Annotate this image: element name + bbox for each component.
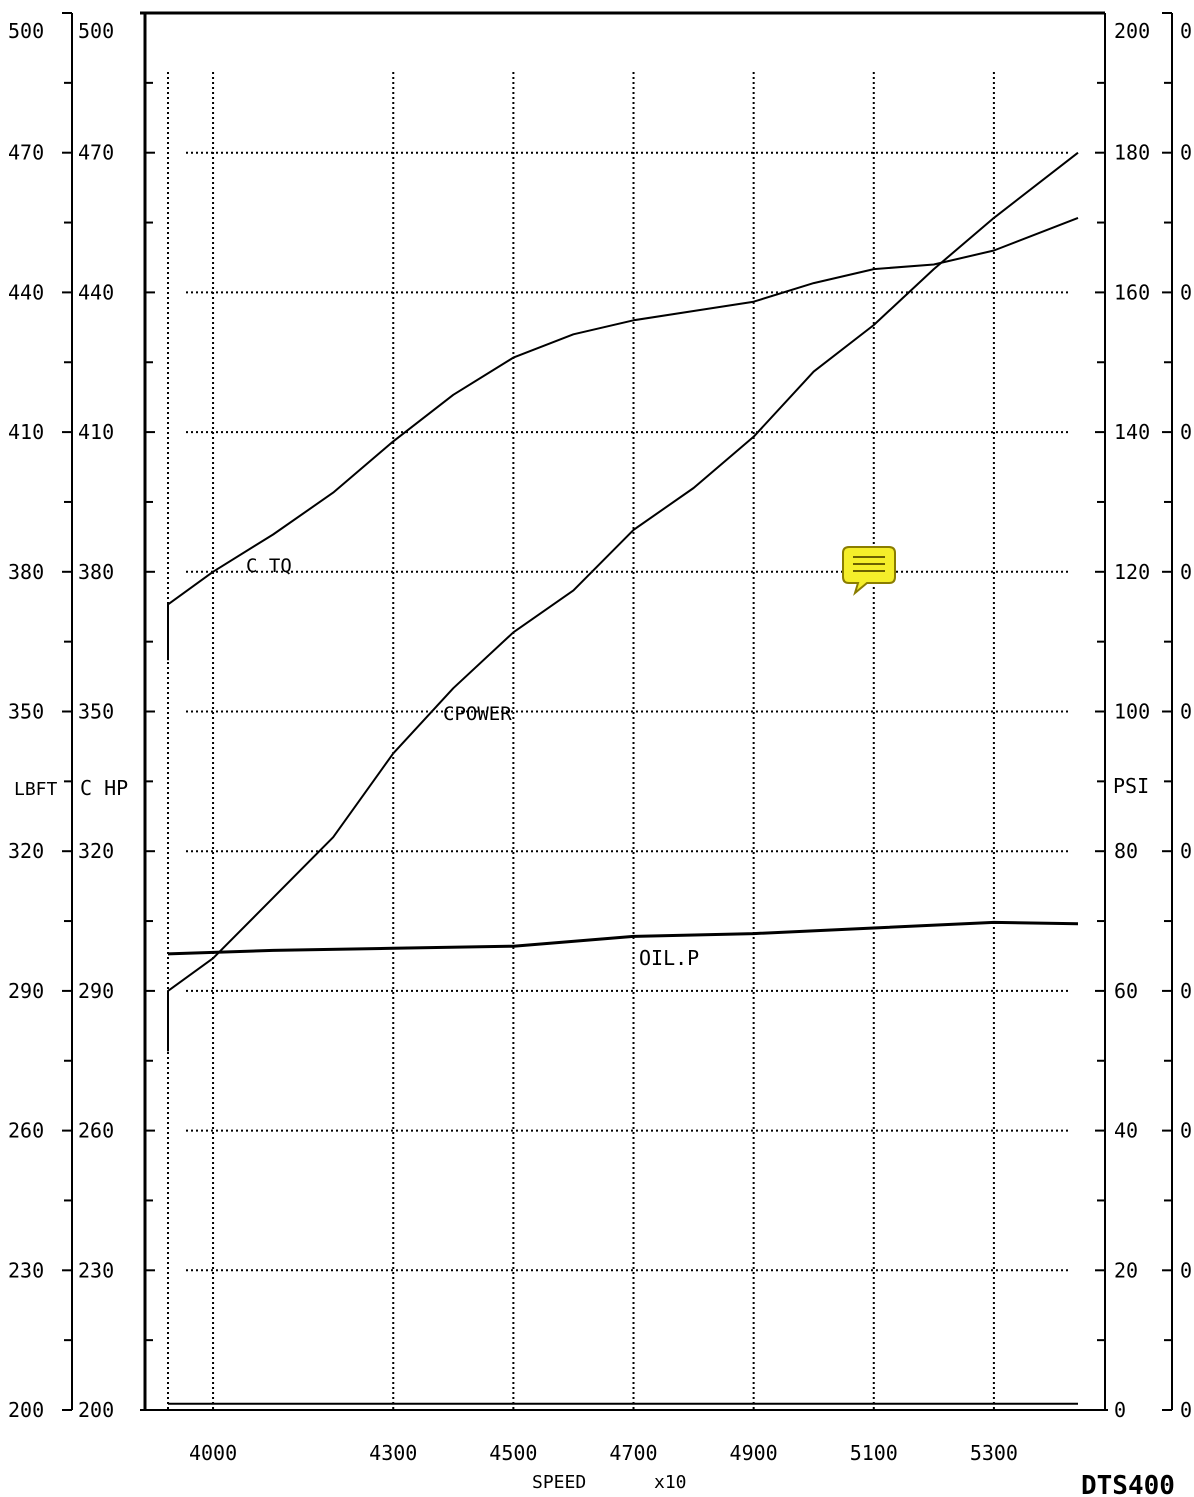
axis-ticks [62,12,1172,1411]
y-tick-label-right-2: 0 [1180,560,1192,584]
y-tick-label-right-1: 100 [1114,700,1150,724]
y-tick-label-right-2: 0 [1180,19,1192,43]
x-tick-label: 4300 [369,1441,417,1465]
y-tick-label-left-1: 380 [8,560,44,584]
series-cpower [167,151,1079,1052]
y-tick-label-right-2: 0 [1180,700,1192,724]
series-oil-p [167,920,1079,956]
y-tick-label-right-1: 40 [1114,1119,1138,1143]
y-tick-label-right-2: 0 [1180,979,1192,1003]
grid-lines [167,72,1070,1410]
axis-labels: 5004704404103803503202902602302005004704… [8,19,1192,1465]
y-tick-label-left-1: 200 [8,1398,44,1422]
x-tick-label: 4500 [489,1441,537,1465]
y-tick-label-right-1: 20 [1114,1258,1138,1282]
x-axis-title: SPEED [532,1472,586,1493]
series-lines [167,151,1079,1405]
series-label-cpower: CPOWER [443,703,512,725]
y-tick-label-left-1: 410 [8,420,44,444]
y-tick-label-left-2: 470 [78,141,114,165]
y-tick-label-right-1: 0 [1114,1398,1126,1422]
y-tick-label-left-1: 470 [8,141,44,165]
y-tick-label-left-2: 440 [78,280,114,304]
x-tick-label: 5300 [970,1441,1018,1465]
y-tick-label-left-2: 410 [78,420,114,444]
y-tick-label-left-2: 290 [78,979,114,1003]
y-tick-label-right-2: 0 [1180,1398,1192,1422]
right-axis-1-title: PSI [1113,774,1149,798]
y-tick-label-right-2: 0 [1180,141,1192,165]
y-tick-label-right-2: 0 [1180,420,1192,444]
series-label-oil-p: OIL.P [639,946,699,970]
x-tick-label: 4000 [189,1441,237,1465]
y-tick-label-right-1: 120 [1114,560,1150,584]
series-label-c-tq: C TQ [246,555,292,577]
y-tick-label-left-2: 500 [78,19,114,43]
x-axis-multiplier: x10 [654,1472,687,1493]
y-tick-label-left-2: 380 [78,560,114,584]
x-tick-label: 4900 [730,1441,778,1465]
y-tick-label-left-2: 260 [78,1119,114,1143]
left-axis-1-title: LBFT [14,779,58,800]
y-tick-label-left-1: 260 [8,1119,44,1143]
y-tick-label-left-1: 350 [8,700,44,724]
y-tick-label-right-1: 80 [1114,839,1138,863]
x-tick-label: 5100 [850,1441,898,1465]
y-tick-label-left-1: 500 [8,19,44,43]
y-tick-label-right-1: 60 [1114,979,1138,1003]
y-tick-label-right-2: 0 [1180,1119,1192,1143]
y-tick-label-right-1: 180 [1114,141,1150,165]
y-tick-label-left-1: 440 [8,280,44,304]
comment-icon[interactable] [842,546,896,596]
y-tick-label-right-2: 0 [1180,839,1192,863]
y-tick-label-left-1: 320 [8,839,44,863]
x-tick-label: 4700 [609,1441,657,1465]
left-axis-2-title: C HP [80,776,128,800]
y-tick-label-right-1: 160 [1114,280,1150,304]
y-tick-label-left-2: 230 [78,1258,114,1282]
y-tick-label-right-1: 200 [1114,19,1150,43]
y-tick-label-left-2: 200 [78,1398,114,1422]
y-tick-label-left-2: 320 [78,839,114,863]
y-tick-label-left-2: 350 [78,700,114,724]
y-tick-label-left-1: 290 [8,979,44,1003]
y-tick-label-left-1: 230 [8,1258,44,1282]
y-tick-label-right-2: 0 [1180,280,1192,304]
series-c-tq [167,216,1079,661]
brand-logo: DTS400 [1081,1471,1175,1497]
y-tick-label-right-2: 0 [1180,1258,1192,1282]
y-tick-label-right-1: 140 [1114,420,1150,444]
